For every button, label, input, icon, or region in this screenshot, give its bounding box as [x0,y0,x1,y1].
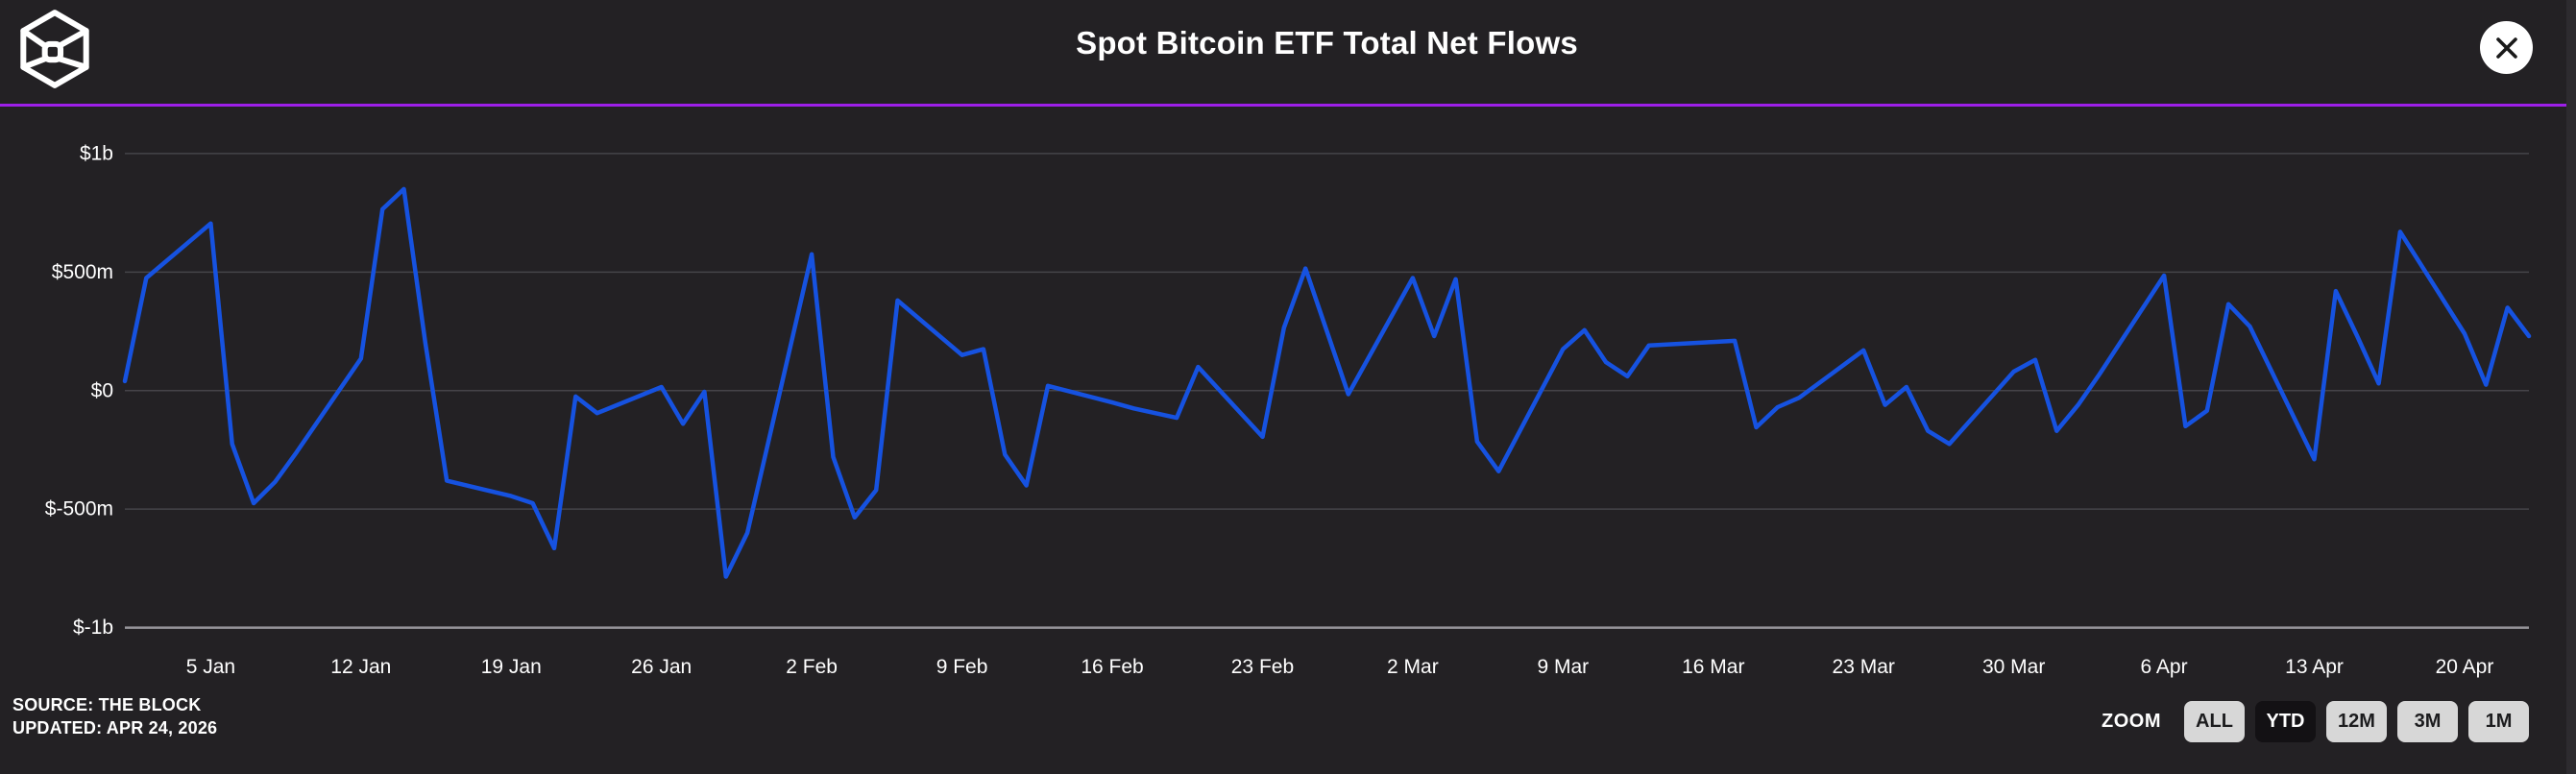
net-flows-series-line [122,186,2532,579]
y-axis-label: $0 [91,379,113,401]
zoom-controls: ZOOM ALL YTD 12M 3M 1M [2102,701,2529,742]
y-axis-label: $500m [52,261,113,283]
x-axis-label: 30 Mar [1982,656,2045,678]
x-axis-label: 23 Mar [1833,656,1895,678]
page-title: Spot Bitcoin ETF Total Net Flows [1076,25,1578,60]
chart-footer: SOURCE: THE BLOCK UPDATED: APR 24, 2026 [12,693,217,739]
updated-text: UPDATED: APR 24, 2026 [12,718,218,738]
the-block-logo-icon [20,10,89,88]
x-axis-label: 12 Jan [330,656,391,678]
x-axis-label: 5 Jan [186,656,235,678]
zoom-button-12m[interactable]: 12M [2326,701,2387,742]
x-axis-label: 6 Apr [2141,656,2188,678]
x-axis-label: 13 Apr [2285,656,2344,678]
source-text: SOURCE: THE BLOCK [12,695,202,714]
y-axis-label: $-500m [45,498,113,520]
x-axis-label: 2 Mar [1387,656,1439,678]
x-axis-label: 9 Feb [936,656,988,678]
zoom-button-3m[interactable]: 3M [2397,701,2458,742]
y-axis-label: $1b [80,142,113,164]
zoom-label: ZOOM [2102,711,2161,732]
x-axis-label: 16 Mar [1682,656,1744,678]
x-axis-label: 20 Apr [2436,656,2494,678]
zoom-button-group: ALL YTD 12M 3M 1M [2174,701,2529,742]
y-axis-label: $-1b [73,617,113,639]
x-axis-label: 9 Mar [1537,656,1589,678]
x-axis-label: 19 Jan [481,656,542,678]
header-divider [0,104,2566,107]
net-flows-line-chart[interactable]: $1b $500m $0 $-500m $-1b 5 Jan 12 Jan 19 Jan 26 … [0,107,2576,683]
close-icon [2495,36,2517,59]
close-button[interactable] [2480,21,2533,74]
x-axis-label: 26 Jan [631,656,692,678]
x-axis-label: 2 Feb [786,656,838,678]
zoom-button-1m[interactable]: 1M [2468,701,2529,742]
x-axis-label: 16 Feb [1081,656,1143,678]
zoom-button-all[interactable]: ALL [2184,701,2245,742]
right-edge-scroll-strip[interactable] [2566,0,2576,774]
zoom-button-ytd[interactable]: YTD [2255,701,2316,742]
x-axis-label: 23 Feb [1231,656,1294,678]
